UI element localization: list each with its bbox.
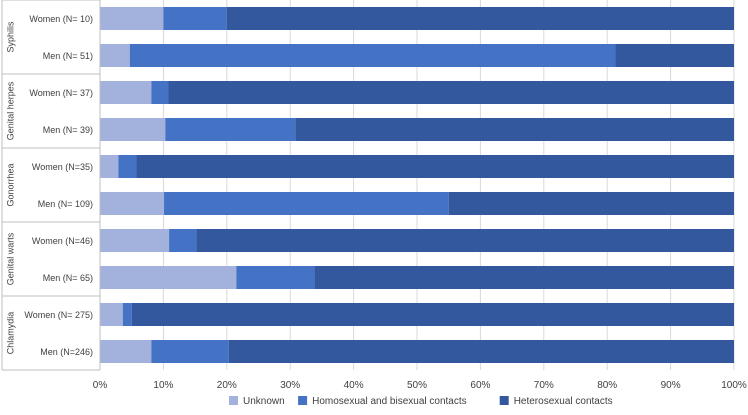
x-tick-label: 70% [534, 380, 554, 391]
bar-segment [151, 340, 229, 363]
bar-segment [100, 340, 152, 363]
group-label: Genital warts [5, 232, 15, 285]
bar-segment [169, 229, 197, 252]
bar-segment [168, 81, 735, 104]
x-tick-label: 30% [280, 380, 300, 391]
bar-segment [131, 303, 734, 326]
category-label: Women (N= 10) [29, 14, 93, 24]
legend-label: Homosexual and bisexual contacts [312, 396, 467, 407]
bar-segment [295, 118, 734, 141]
bar-segment [165, 118, 296, 141]
group-label: Genital herpes [5, 81, 15, 140]
x-tick-label: 90% [661, 380, 681, 391]
bar-segment [163, 7, 227, 30]
x-tick-label: 40% [344, 380, 364, 391]
category-label: Women (N=35) [32, 162, 93, 172]
bar-segment [100, 81, 152, 104]
bar-segment [196, 229, 735, 252]
x-tick-label: 60% [470, 380, 490, 391]
bar-segment [615, 44, 734, 67]
category-label: Women (N= 275) [24, 310, 93, 320]
category-label: Men (N= 39) [43, 125, 93, 135]
x-tick-label: 80% [597, 380, 617, 391]
bar-segment [129, 44, 616, 67]
bar-segment [118, 155, 137, 178]
legend-swatch [499, 396, 509, 405]
bar-segment [100, 303, 123, 326]
category-label: Men (N=246) [40, 347, 93, 357]
category-label: Men (N= 65) [43, 273, 93, 283]
bar-segment [448, 192, 734, 215]
legend-label: Heterosexual contacts [514, 396, 613, 407]
group-label: Chlamydia [5, 312, 15, 355]
x-tick-label: 10% [153, 380, 173, 391]
bar-segment [151, 81, 169, 104]
bar-segment [100, 155, 119, 178]
bar-segment [122, 303, 132, 326]
category-label: Women (N=46) [32, 236, 93, 246]
x-tick-label: 0% [93, 380, 108, 391]
group-label: Gonorrhea [5, 163, 15, 206]
bar-segment [226, 7, 735, 30]
bar-segment [100, 44, 130, 67]
bar-segment [136, 155, 734, 178]
bar-segment [100, 266, 237, 289]
category-label: Men (N= 109) [38, 199, 93, 209]
bar-segment [100, 118, 166, 141]
x-tick-label: 100% [721, 380, 747, 391]
bar-segment [100, 229, 170, 252]
category-label: Men (N= 51) [43, 51, 93, 61]
legend-swatch [298, 396, 308, 405]
category-label: Women (N= 37) [29, 88, 93, 98]
legend-label: Unknown [243, 396, 285, 407]
x-tick-label: 20% [217, 380, 237, 391]
bar-segment [100, 192, 165, 215]
x-tick-label: 50% [407, 380, 427, 391]
legend-swatch [229, 396, 238, 405]
bar-segment [100, 7, 164, 30]
group-label: Syphilis [5, 21, 15, 53]
bar-segment [164, 192, 449, 215]
bar-segment [236, 266, 315, 289]
bar-segment [314, 266, 734, 289]
bar-segment [228, 340, 734, 363]
